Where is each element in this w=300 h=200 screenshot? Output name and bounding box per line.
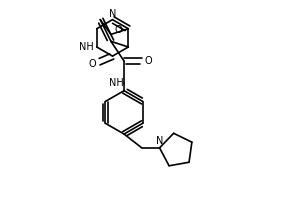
Text: N: N bbox=[156, 136, 163, 146]
Text: O: O bbox=[89, 59, 97, 69]
Text: NH: NH bbox=[109, 78, 124, 88]
Text: N: N bbox=[109, 9, 116, 19]
Text: NH: NH bbox=[80, 42, 94, 52]
Text: O: O bbox=[114, 25, 122, 35]
Text: O: O bbox=[145, 56, 152, 66]
